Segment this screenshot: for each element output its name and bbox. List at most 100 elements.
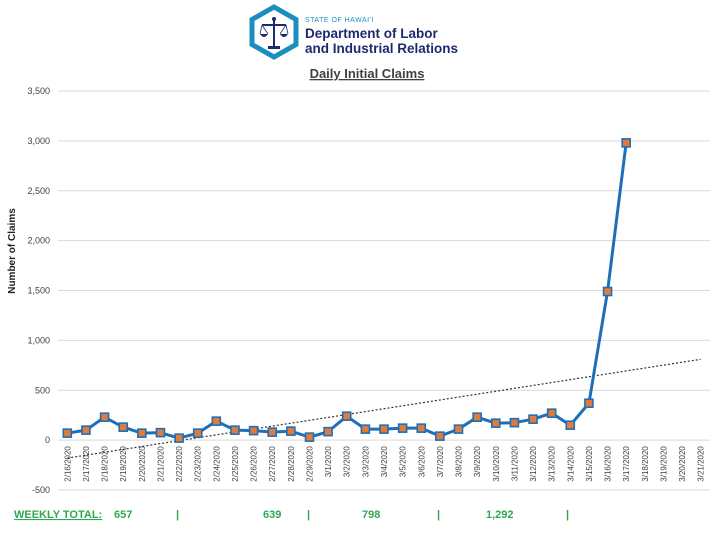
x-tick-label: 3/18/2020 [641, 446, 650, 482]
weekly-separator: | [437, 509, 440, 521]
data-point [546, 408, 557, 418]
trendline-path [67, 358, 701, 459]
y-tick-label: 2,500 [27, 186, 50, 196]
y-tick-label: 500 [35, 385, 50, 395]
data-point [602, 286, 613, 297]
data-point [304, 432, 315, 442]
y-tick-label: 2,000 [27, 236, 50, 246]
x-tick-label: 2/19/2020 [119, 446, 128, 482]
data-point [81, 425, 91, 435]
x-tick-label: 3/12/2020 [529, 446, 538, 482]
data-point [565, 420, 576, 430]
x-tick-label: 3/21/2020 [697, 446, 706, 482]
x-tick-label: 3/10/2020 [492, 446, 501, 482]
data-point [397, 423, 408, 433]
x-tick-label: 2/18/2020 [101, 446, 110, 482]
weekly-total-label: WEEKLY TOTAL: [14, 509, 102, 521]
data-point [379, 424, 389, 434]
x-tick-label: 2/16/2020 [63, 446, 72, 482]
x-tick-label: 2/22/2020 [175, 446, 184, 482]
data-point [528, 414, 538, 424]
x-tick-label: 3/6/2020 [417, 446, 426, 478]
y-tick-label: 1,500 [27, 286, 50, 296]
data-point [118, 422, 128, 432]
x-tick-label: 3/5/2020 [399, 446, 408, 478]
x-tick-label: 3/20/2020 [678, 446, 687, 482]
x-tick-label: 3/16/2020 [604, 446, 613, 482]
data-point [248, 425, 259, 436]
x-tick-labels: 2/16/2020 2/17/2020 2/18/2020 2/19/2020 2/20… [63, 446, 705, 482]
data-point [490, 418, 501, 428]
data-point [155, 427, 166, 438]
data-point [360, 424, 371, 434]
data-point [584, 398, 594, 409]
weekly-total-1: 657 [114, 509, 132, 521]
x-tick-label: 2/29/2020 [305, 446, 314, 482]
x-tick-label: 3/2/2020 [343, 446, 352, 478]
weekly-separator: | [176, 509, 179, 521]
x-tick-label: 3/14/2020 [566, 446, 575, 482]
x-tick-label: 2/24/2020 [212, 446, 221, 482]
y-tick-label: -500 [32, 485, 50, 495]
trendline [67, 358, 701, 459]
data-point [472, 412, 482, 422]
weekly-separator: | [307, 509, 310, 521]
data-point [137, 428, 147, 438]
data-point [509, 417, 520, 428]
data-point [453, 424, 464, 434]
data-point [62, 428, 73, 438]
y-axis-label: Number of Claims [7, 208, 18, 294]
data-point [286, 426, 296, 436]
y-tick-label: 3,000 [27, 136, 50, 146]
data-point [230, 425, 240, 435]
y-tick-label: 3,500 [27, 86, 50, 96]
weekly-total-2: 639 [263, 509, 281, 521]
data-series [62, 138, 631, 443]
weekly-totals: WEEKLY TOTAL: 657 | 639 | 798 | 1,292 | [14, 509, 569, 521]
weekly-total-3: 798 [362, 509, 380, 521]
x-tick-label: 3/11/2020 [510, 446, 519, 482]
data-point [99, 412, 110, 422]
y-tick-label: 0 [45, 435, 50, 445]
x-tick-label: 2/26/2020 [250, 446, 259, 482]
data-point [174, 433, 184, 443]
x-tick-label: 3/3/2020 [361, 446, 370, 478]
data-point [341, 411, 352, 421]
scales-of-justice-icon [259, 17, 289, 49]
chart-title: Daily Initial Claims [310, 66, 425, 81]
data-point [267, 427, 278, 437]
data-point [435, 431, 445, 441]
x-tick-label: 3/19/2020 [659, 446, 668, 482]
x-tick-label: 3/1/2020 [324, 446, 333, 478]
data-point [323, 426, 333, 437]
x-tick-label: 2/21/2020 [156, 446, 165, 482]
logo-state-label: STATE OF HAWAI'I [305, 17, 374, 24]
x-tick-label: 2/25/2020 [231, 446, 240, 482]
gridlines [58, 90, 710, 491]
weekly-total-4: 1,292 [486, 509, 514, 521]
x-tick-label: 3/9/2020 [473, 446, 482, 478]
dlir-logo: STATE OF HAWAI'I Department of Labor and… [249, 4, 458, 60]
data-point [621, 138, 631, 148]
x-tick-label: 2/27/2020 [268, 446, 277, 482]
x-tick-label: 3/15/2020 [585, 446, 594, 482]
y-tick-labels: -500 0 500 1,000 1,500 2,000 2,500 3,000 3,500 [27, 86, 50, 495]
x-tick-label: 3/8/2020 [455, 446, 464, 478]
x-tick-label: 3/4/2020 [380, 446, 389, 478]
hexagon-logo-icon [249, 4, 299, 60]
logo-line1: Department of Labor [305, 26, 439, 41]
weekly-separator: | [566, 509, 569, 521]
data-point [192, 428, 203, 438]
x-tick-label: 2/20/2020 [138, 446, 147, 482]
x-tick-label: 3/17/2020 [622, 446, 631, 482]
logo-line2: and Industrial Relations [305, 41, 458, 56]
x-tick-label: 3/7/2020 [436, 446, 445, 478]
data-point [211, 416, 222, 426]
data-point [416, 423, 427, 433]
x-tick-label: 3/13/2020 [548, 446, 557, 482]
x-tick-label: 2/17/2020 [82, 446, 91, 482]
x-tick-label: 2/23/2020 [194, 446, 203, 482]
x-tick-label: 2/28/2020 [287, 446, 296, 482]
y-tick-label: 1,000 [27, 335, 50, 345]
